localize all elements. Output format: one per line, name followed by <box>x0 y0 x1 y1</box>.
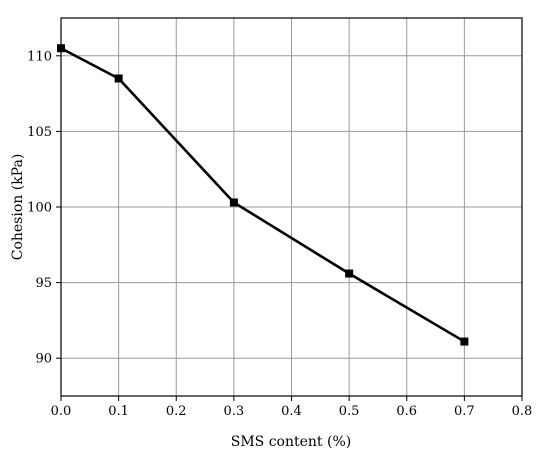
data-point <box>345 269 354 278</box>
y-tick-label: 95 <box>35 276 52 291</box>
grid <box>60 18 523 396</box>
x-tick-label: 0.0 <box>51 404 72 419</box>
x-axis-title: SMS content (%) <box>231 434 351 450</box>
x-tick-label: 0.3 <box>224 404 245 419</box>
x-axis-ticks: 0.0 0.1 0.2 0.3 0.4 0.5 0.6 0.7 0.8 <box>51 396 533 419</box>
data-point <box>57 44 65 53</box>
data-point <box>114 74 123 83</box>
series-line <box>60 47 466 343</box>
y-tick-label: 100 <box>27 201 52 216</box>
data-point <box>460 337 469 346</box>
x-tick-label: 0.6 <box>396 404 417 419</box>
data-point <box>229 198 238 207</box>
x-tick-label: 0.5 <box>339 404 360 419</box>
x-tick-label: 0.2 <box>166 404 187 419</box>
x-tick-label: 0.1 <box>108 404 129 419</box>
y-axis-title: Cohesion (kPa) <box>10 154 26 261</box>
x-tick-label: 0.7 <box>454 404 475 419</box>
x-tick-label: 0.8 <box>512 404 533 419</box>
series-group <box>57 44 469 346</box>
y-tick-label: 105 <box>27 125 52 140</box>
y-axis-ticks: 90 95 100 105 110 <box>27 49 61 367</box>
y-tick-label: 110 <box>27 49 52 64</box>
y-tick-label: 90 <box>35 352 52 367</box>
x-tick-label: 0.4 <box>281 404 302 419</box>
